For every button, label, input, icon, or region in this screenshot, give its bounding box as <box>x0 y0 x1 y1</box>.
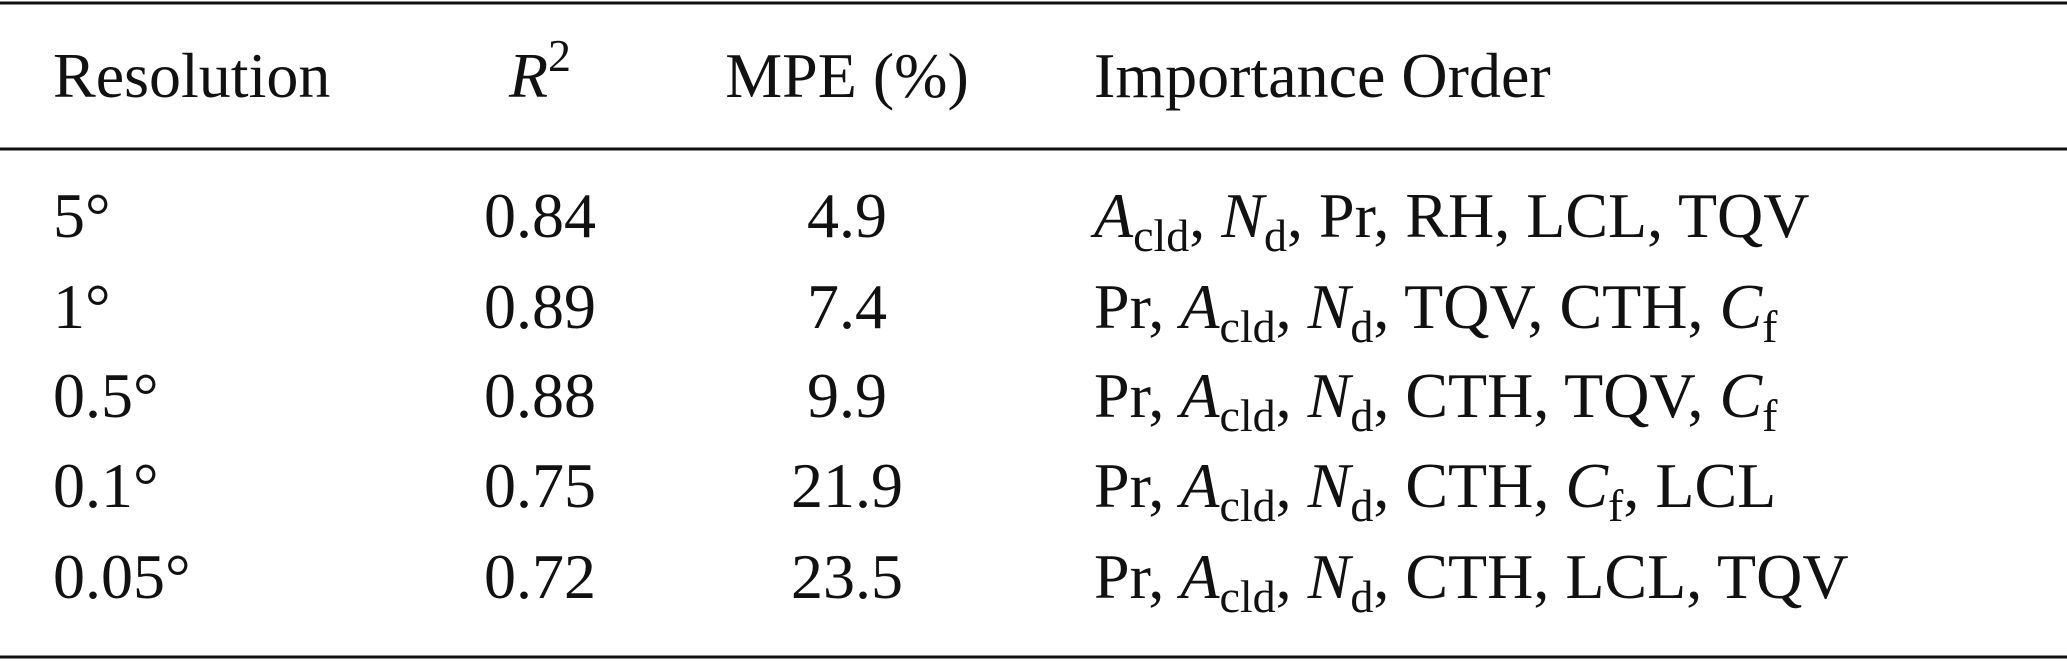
symbol: A <box>1176 541 1220 612</box>
symbol: C <box>1719 360 1763 431</box>
r2-cell: 0.89 <box>484 271 596 342</box>
separator: , <box>1373 271 1404 342</box>
term: Pr <box>1094 360 1151 431</box>
term: LCL <box>1655 450 1776 521</box>
importance-cell: Pr, Acld, Nd, CTH, LCL, TQV <box>1094 541 1849 622</box>
header-cell: MPE (%) <box>725 40 969 111</box>
separator: , <box>1189 180 1221 251</box>
term: LCL <box>1526 180 1647 251</box>
symbol: A <box>1176 450 1220 521</box>
r2-cell: 0.75 <box>484 450 596 521</box>
subscript: cld <box>1219 571 1275 622</box>
symbol: R <box>508 40 548 111</box>
separator: , <box>1276 360 1308 431</box>
separator: , <box>1373 360 1405 431</box>
subscript: d <box>1350 390 1373 441</box>
term: CTH <box>1559 271 1687 342</box>
resolution-cell: 5° <box>53 180 111 251</box>
importance-cell: Pr, Acld, Nd, CTH, Cf, LCL <box>1094 450 1776 531</box>
importance-cell: Pr, Acld, Nd, TQV, CTH, Cf <box>1094 271 1778 352</box>
header-cell: Resolution <box>53 40 330 111</box>
separator: , <box>1148 271 1180 342</box>
mpe-cell: 21.9 <box>791 450 903 521</box>
subscript: cld <box>1219 480 1275 531</box>
separator: , <box>1276 450 1308 521</box>
importance-cell: Acld, Nd, Pr, RH, LCL, TQV <box>1090 180 1809 261</box>
separator: , <box>1148 541 1180 612</box>
term: Pr <box>1094 450 1151 521</box>
term: CTH <box>1405 541 1533 612</box>
separator: , <box>1287 180 1319 251</box>
term: CTH <box>1405 450 1533 521</box>
separator: , <box>1687 360 1719 431</box>
separator: , <box>1623 450 1655 521</box>
separator: , <box>1373 180 1405 251</box>
symbol: C <box>1565 450 1609 521</box>
term: CTH <box>1405 360 1533 431</box>
symbol: A <box>1090 180 1134 251</box>
separator: , <box>1527 271 1559 342</box>
symbol: N <box>1307 360 1354 431</box>
separator: , <box>1148 450 1180 521</box>
separator: , <box>1494 180 1526 251</box>
term: Pr <box>1094 271 1151 342</box>
subscript: f <box>1762 301 1778 352</box>
subscript: f <box>1762 390 1778 441</box>
separator: , <box>1373 450 1405 521</box>
r2-cell: 0.72 <box>484 541 596 612</box>
term: TQV <box>1717 541 1849 612</box>
separator: , <box>1687 271 1719 342</box>
separator: , <box>1148 360 1180 431</box>
symbol: N <box>1307 450 1354 521</box>
symbol: N <box>1220 180 1267 251</box>
separator: , <box>1533 360 1564 431</box>
superscript: 2 <box>548 30 571 81</box>
subscript: d <box>1350 571 1373 622</box>
resolution-cell: 0.5° <box>53 360 159 431</box>
term: RH <box>1405 180 1494 251</box>
term: Pr <box>1319 180 1376 251</box>
term: TQV <box>1564 360 1695 431</box>
separator: , <box>1647 180 1678 251</box>
term: LCL <box>1565 541 1686 612</box>
header-cell: Importance Order <box>1094 40 1551 111</box>
header-cell: R2 <box>508 30 571 111</box>
subscript: cld <box>1219 301 1275 352</box>
subscript: d <box>1264 210 1287 261</box>
separator: , <box>1373 541 1405 612</box>
term: TQV <box>1404 271 1535 342</box>
resolution-cell: 0.1° <box>53 450 159 521</box>
symbol: A <box>1176 360 1220 431</box>
mpe-cell: 23.5 <box>791 541 903 612</box>
term: Pr <box>1094 541 1151 612</box>
importance-cell: Pr, Acld, Nd, CTH, TQV, Cf <box>1094 360 1778 441</box>
subscript: d <box>1350 480 1373 531</box>
r2-cell: 0.88 <box>484 360 596 431</box>
symbol: N <box>1307 541 1354 612</box>
resolution-cell: 1° <box>53 271 111 342</box>
subscript: cld <box>1219 390 1275 441</box>
resolution-cell: 0.05° <box>53 541 191 612</box>
separator: , <box>1276 541 1308 612</box>
separator: , <box>1533 541 1565 612</box>
separator: , <box>1686 541 1717 612</box>
mpe-cell: 4.9 <box>807 180 887 251</box>
separator: , <box>1533 450 1565 521</box>
mpe-cell: 9.9 <box>807 360 887 431</box>
r2-cell: 0.84 <box>484 180 596 251</box>
subscript: d <box>1350 301 1373 352</box>
subscript: cld <box>1133 210 1189 261</box>
separator: , <box>1276 271 1308 342</box>
symbol: C <box>1719 271 1763 342</box>
subscript: f <box>1608 480 1624 531</box>
symbol: N <box>1307 271 1354 342</box>
term: TQV <box>1678 180 1810 251</box>
mpe-cell: 7.4 <box>807 271 887 342</box>
symbol: A <box>1176 271 1220 342</box>
